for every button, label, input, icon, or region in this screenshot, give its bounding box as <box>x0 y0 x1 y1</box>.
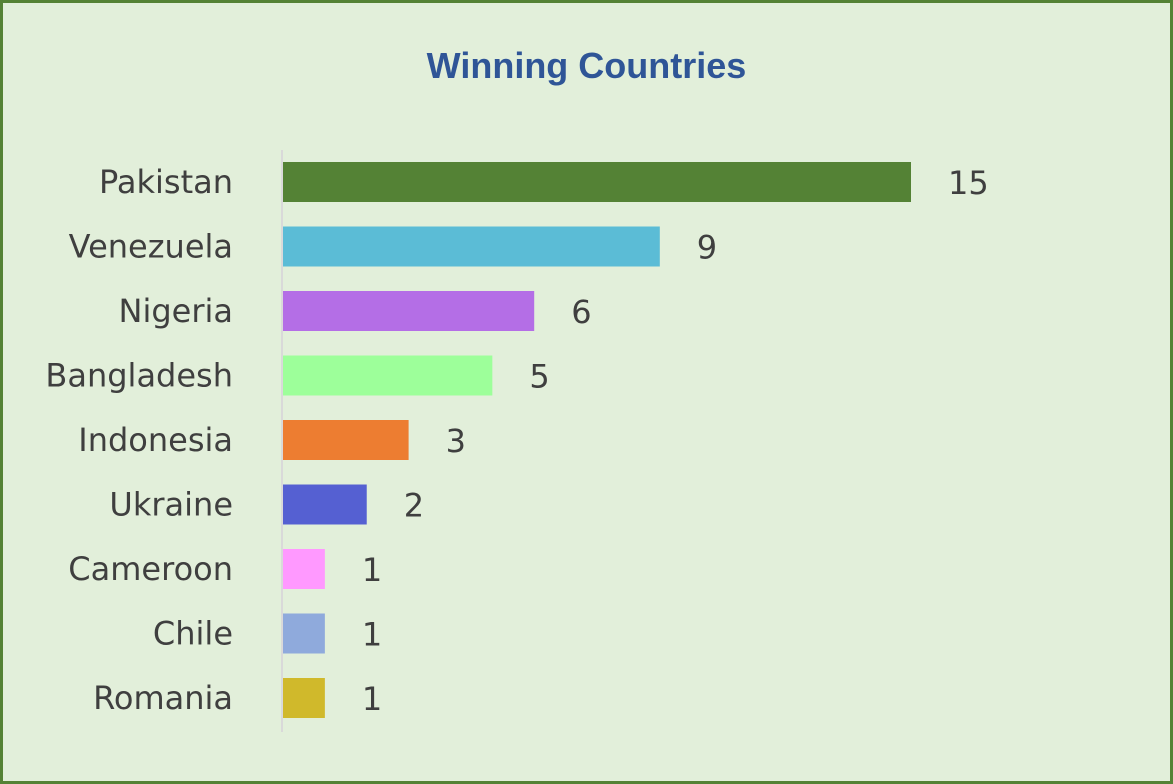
category-label: Romania <box>93 679 233 717</box>
category-label: Nigeria <box>119 292 233 330</box>
data-label: 1 <box>362 551 382 589</box>
category-label: Chile <box>153 615 233 653</box>
data-label: 5 <box>529 358 549 396</box>
category-label: Venezuela <box>69 228 233 266</box>
data-label: 6 <box>571 293 591 331</box>
bar-chile <box>283 613 325 654</box>
data-label: 15 <box>948 164 989 202</box>
bar-nigeria <box>283 291 535 331</box>
category-label: Bangladesh <box>45 357 233 395</box>
bars-layer: Pakistan 15 Venezuela 9 Nigeria 6 Bangladesh 5 I… <box>45 162 989 718</box>
bar-bangladesh <box>283 355 493 396</box>
bar-venezuela <box>283 226 660 267</box>
bar-cameroon <box>283 549 325 589</box>
chart-title: Winning Countries <box>426 45 747 86</box>
category-label: Indonesia <box>78 421 233 459</box>
bar-ukraine <box>283 484 367 525</box>
data-label: 2 <box>404 487 424 525</box>
bar-pakistan <box>283 162 911 202</box>
bar-indonesia <box>283 420 409 460</box>
category-label: Cameroon <box>68 550 233 588</box>
category-label: Pakistan <box>99 163 233 201</box>
data-label: 9 <box>697 229 717 267</box>
data-label: 3 <box>446 422 466 460</box>
data-label: 1 <box>362 616 382 654</box>
data-label: 1 <box>362 680 382 718</box>
bar-romania <box>283 678 325 718</box>
category-label: Ukraine <box>109 486 233 524</box>
